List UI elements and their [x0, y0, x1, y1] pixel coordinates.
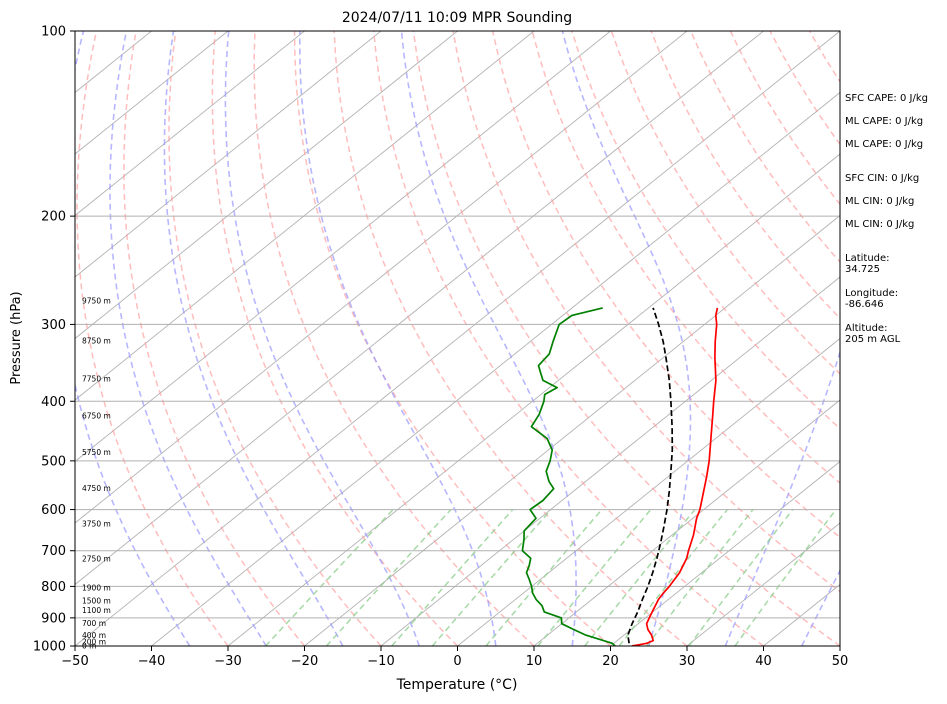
mixing-ratio-line: [486, 510, 602, 646]
y-tick-label: 900: [41, 611, 66, 626]
isotherm-line: [228, 31, 947, 646]
x-tick-label: 0: [453, 654, 461, 669]
altitude-text: Altitude: 205 m AGL: [845, 323, 900, 345]
y-tick-label: 400: [41, 395, 66, 410]
x-tick-label: −10: [367, 654, 394, 669]
dry-adiabat-line: [929, 31, 947, 646]
mixing-ratio-line: [392, 510, 513, 646]
series-line-1: [522, 308, 615, 646]
x-tick-label: 10: [526, 654, 543, 669]
ml-cin-text-1: ML CIN: 0 J/kg: [845, 196, 914, 207]
chart-title: 2024/07/11 10:09 MPR Sounding: [342, 10, 572, 26]
isotherm-line: [0, 31, 228, 646]
x-tick-label: 40: [755, 654, 772, 669]
mixing-ratio-line: [538, 510, 651, 646]
series-line-2: [628, 308, 672, 643]
ml-cape-text-2: ML CAPE: 0 J/kg: [845, 139, 923, 150]
height-label: 1100 m: [82, 606, 111, 615]
dry-adiabat-line: [374, 31, 764, 646]
latitude-text: Latitude: 34.725: [845, 253, 890, 275]
height-label: 4750 m: [82, 484, 111, 493]
x-axis-label: Temperature (°C): [396, 677, 518, 693]
x-tick-label: −30: [214, 654, 241, 669]
y-tick-label: 300: [41, 318, 66, 333]
height-label: 2750 m: [82, 555, 111, 564]
sfc-cin-text: SFC CIN: 0 J/kg: [845, 173, 919, 184]
x-tick-label: −50: [61, 654, 88, 669]
mixing-ratio-line: [689, 510, 793, 646]
background-lines: [0, 31, 947, 646]
height-label: 1500 m: [82, 597, 111, 606]
x-tick-label: 20: [602, 654, 619, 669]
height-label: 6750 m: [82, 412, 111, 421]
profile-series: [522, 308, 717, 646]
y-tick-label: 700: [41, 544, 66, 559]
y-tick-label: 100: [41, 25, 66, 40]
height-label: 700 m: [82, 619, 106, 628]
y-tick-label: 800: [41, 580, 66, 595]
height-label: 3750 m: [82, 519, 111, 528]
ml-cape-text-1: ML CAPE: 0 J/kg: [845, 116, 923, 127]
height-label: 1900 m: [82, 584, 111, 593]
y-tick-label: 200: [41, 210, 66, 225]
y-tick-label: 500: [41, 454, 66, 469]
mixing-ratio-line: [327, 510, 451, 646]
moist-adiabat-line: [110, 31, 266, 646]
y-tick-label: 1000: [33, 640, 66, 655]
dry-adiabat-line: [334, 31, 687, 646]
height-label: 5750 m: [82, 448, 111, 457]
height-label: 8750 m: [82, 336, 111, 345]
y-axis-ticks: 1000 900 800 700 600 500 400 300 200 100: [33, 25, 75, 655]
isotherm-line: [0, 31, 458, 646]
mixing-ratio-line: [432, 510, 551, 646]
x-tick-label: −40: [138, 654, 165, 669]
dry-adiabat-line: [254, 31, 534, 646]
x-tick-label: 50: [832, 654, 849, 669]
x-tick-label: 30: [679, 654, 696, 669]
sfc-cape-text: SFC CAPE: 0 J/kg: [845, 93, 928, 104]
x-axis-ticks: −50 −40 −30 −20 −10 0 10 20 30 40 50: [61, 646, 848, 669]
height-label: 400 m: [82, 631, 106, 640]
moist-adiabat-line: [58, 31, 190, 646]
height-label: 9750 m: [82, 297, 111, 306]
dry-adiabat-line: [212, 31, 457, 646]
dry-adiabat-line: [169, 31, 381, 646]
dry-adiabat-line: [413, 31, 840, 646]
y-axis-label: Pressure (hPa): [9, 291, 24, 384]
y-tick-label: 600: [41, 503, 66, 518]
x-tick-label: −20: [291, 654, 318, 669]
longitude-text: Longitude: -86.646: [845, 288, 898, 310]
ml-cin-text-2: ML CIN: 0 J/kg: [845, 219, 914, 230]
moist-adiabat-line: [300, 31, 496, 646]
height-label: 7750 m: [82, 374, 111, 383]
moist-adiabat-line: [402, 31, 577, 646]
moist-adiabat-line: [562, 31, 690, 646]
